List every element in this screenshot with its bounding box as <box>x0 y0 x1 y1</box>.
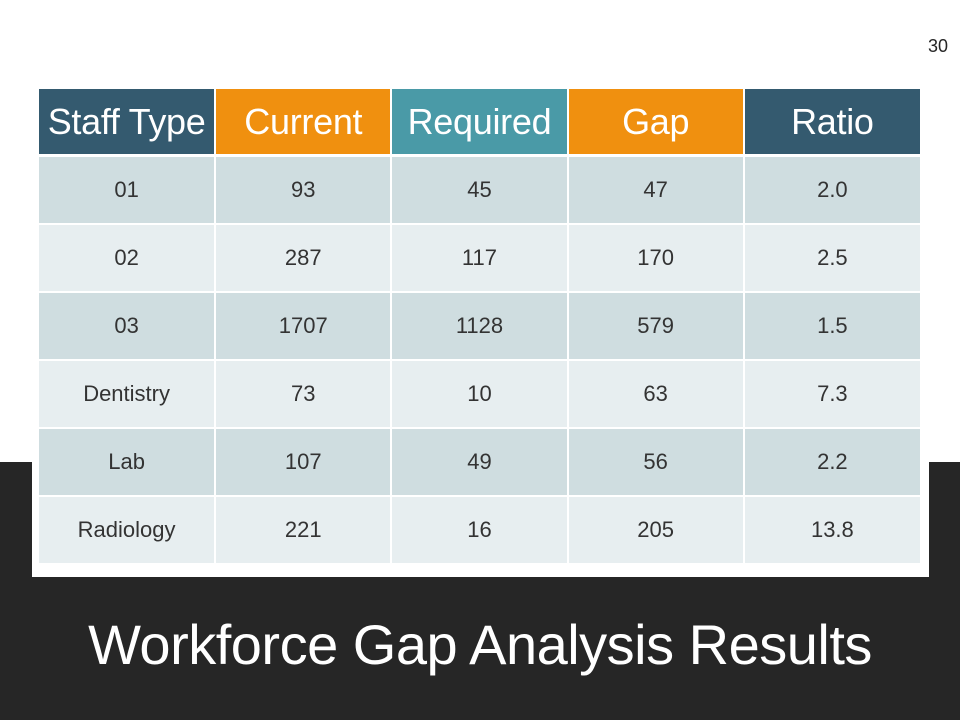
cell-gap: 63 <box>567 359 745 428</box>
cell-gap: 170 <box>567 223 745 292</box>
header-current: Current <box>215 89 393 157</box>
cell-staff-type: Radiology <box>39 495 217 563</box>
cell-gap: 579 <box>567 291 745 360</box>
table-row: 03 1707 1128 579 1.5 <box>39 291 920 360</box>
table-header-row: Staff Type Current Required Gap Ratio <box>39 89 920 157</box>
cell-current: 221 <box>215 495 393 563</box>
slide-title: Workforce Gap Analysis Results <box>88 613 872 676</box>
cell-required: 45 <box>391 154 569 224</box>
page-number: 30 <box>927 36 948 56</box>
cell-staff-type: 01 <box>39 154 217 224</box>
cell-required: 49 <box>391 427 569 496</box>
cell-required: 10 <box>391 359 569 428</box>
table-panel: Staff Type Current Required Gap Ratio 01… <box>32 80 929 577</box>
cell-ratio: 7.3 <box>743 359 920 428</box>
header-staff-type: Staff Type <box>39 89 217 157</box>
header-required: Required <box>391 89 569 157</box>
cell-staff-type: 02 <box>39 223 217 292</box>
cell-ratio: 2.5 <box>743 223 920 292</box>
cell-ratio: 2.0 <box>743 154 920 224</box>
cell-current: 73 <box>215 359 393 428</box>
cell-gap: 56 <box>567 427 745 496</box>
header-ratio: Ratio <box>743 89 920 157</box>
cell-required: 16 <box>391 495 569 563</box>
table-row: 02 287 117 170 2.5 <box>39 223 920 292</box>
cell-ratio: 1.5 <box>743 291 920 360</box>
cell-current: 93 <box>215 154 393 224</box>
table-row: Lab 107 49 56 2.2 <box>39 427 920 496</box>
cell-ratio: 2.2 <box>743 427 920 496</box>
cell-staff-type: 03 <box>39 291 217 360</box>
cell-ratio: 13.8 <box>743 495 920 563</box>
cell-gap: 205 <box>567 495 745 563</box>
cell-staff-type: Lab <box>39 427 217 496</box>
cell-current: 1707 <box>215 291 393 360</box>
header-gap: Gap <box>567 89 745 157</box>
table-row: Dentistry 73 10 63 7.3 <box>39 359 920 428</box>
cell-current: 107 <box>215 427 393 496</box>
table-row: Radiology 221 16 205 13.8 <box>39 495 920 563</box>
cell-current: 287 <box>215 223 393 292</box>
workforce-gap-table: Staff Type Current Required Gap Ratio 01… <box>39 89 920 563</box>
cell-staff-type: Dentistry <box>39 359 217 428</box>
cell-required: 1128 <box>391 291 569 360</box>
table-row: 01 93 45 47 2.0 <box>39 154 920 224</box>
cell-gap: 47 <box>567 154 745 224</box>
cell-required: 117 <box>391 223 569 292</box>
